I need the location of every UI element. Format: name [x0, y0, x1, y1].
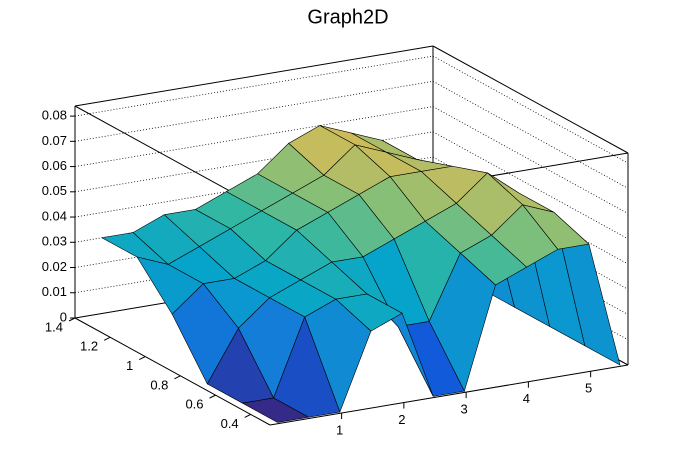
grid-line — [74, 106, 434, 167]
z-tick-label: 0.03 — [42, 234, 67, 249]
y-tick — [103, 336, 111, 341]
y-tick — [244, 413, 251, 418]
y-tick-label: 0.8 — [150, 377, 168, 392]
y-tick — [174, 375, 181, 380]
z-tick-label: 0.06 — [42, 158, 67, 173]
grid-line — [74, 257, 434, 319]
x-tick-label: 5 — [585, 381, 592, 396]
z-tick-label: 0.04 — [42, 208, 67, 223]
x-tick-label: 1 — [336, 422, 343, 437]
y-tick-label: 1.2 — [80, 339, 98, 354]
y-tick — [139, 356, 146, 361]
z-tick-label: 0.05 — [42, 183, 67, 198]
grid-line — [432, 80, 629, 189]
z-tick-label: 0.08 — [42, 108, 67, 123]
y-axis — [74, 317, 271, 426]
box-edge — [432, 45, 629, 154]
y-tick — [209, 394, 216, 399]
x-tick-label: 2 — [398, 412, 405, 427]
grid-line — [74, 207, 434, 268]
y-tick-label: 1 — [126, 358, 133, 373]
y-tick — [68, 317, 76, 322]
grid-line — [432, 106, 629, 214]
chart-title: Graph2D — [307, 6, 388, 28]
grid-line — [74, 55, 434, 117]
surface-cell — [241, 397, 310, 423]
box-edge — [74, 45, 434, 107]
grid-line — [432, 55, 629, 164]
y-tick-label: 0.6 — [185, 397, 203, 412]
x-tick-label: 3 — [461, 402, 468, 417]
x-axis — [269, 364, 629, 426]
grid-line — [74, 80, 434, 142]
y-tick-label: 0.4 — [221, 416, 239, 431]
grid-line — [74, 156, 434, 218]
z-tick-label: 0.02 — [42, 259, 67, 274]
z-tick-label: 0.07 — [42, 133, 67, 148]
z-tick-label: 0.01 — [42, 284, 67, 299]
grid-line — [74, 131, 434, 193]
y-tick-label: 1.4 — [45, 319, 63, 334]
grid-line — [432, 131, 629, 240]
grid-line — [74, 232, 434, 294]
x-tick-label: 4 — [523, 391, 530, 406]
z-tick-label: 0 — [60, 309, 67, 324]
